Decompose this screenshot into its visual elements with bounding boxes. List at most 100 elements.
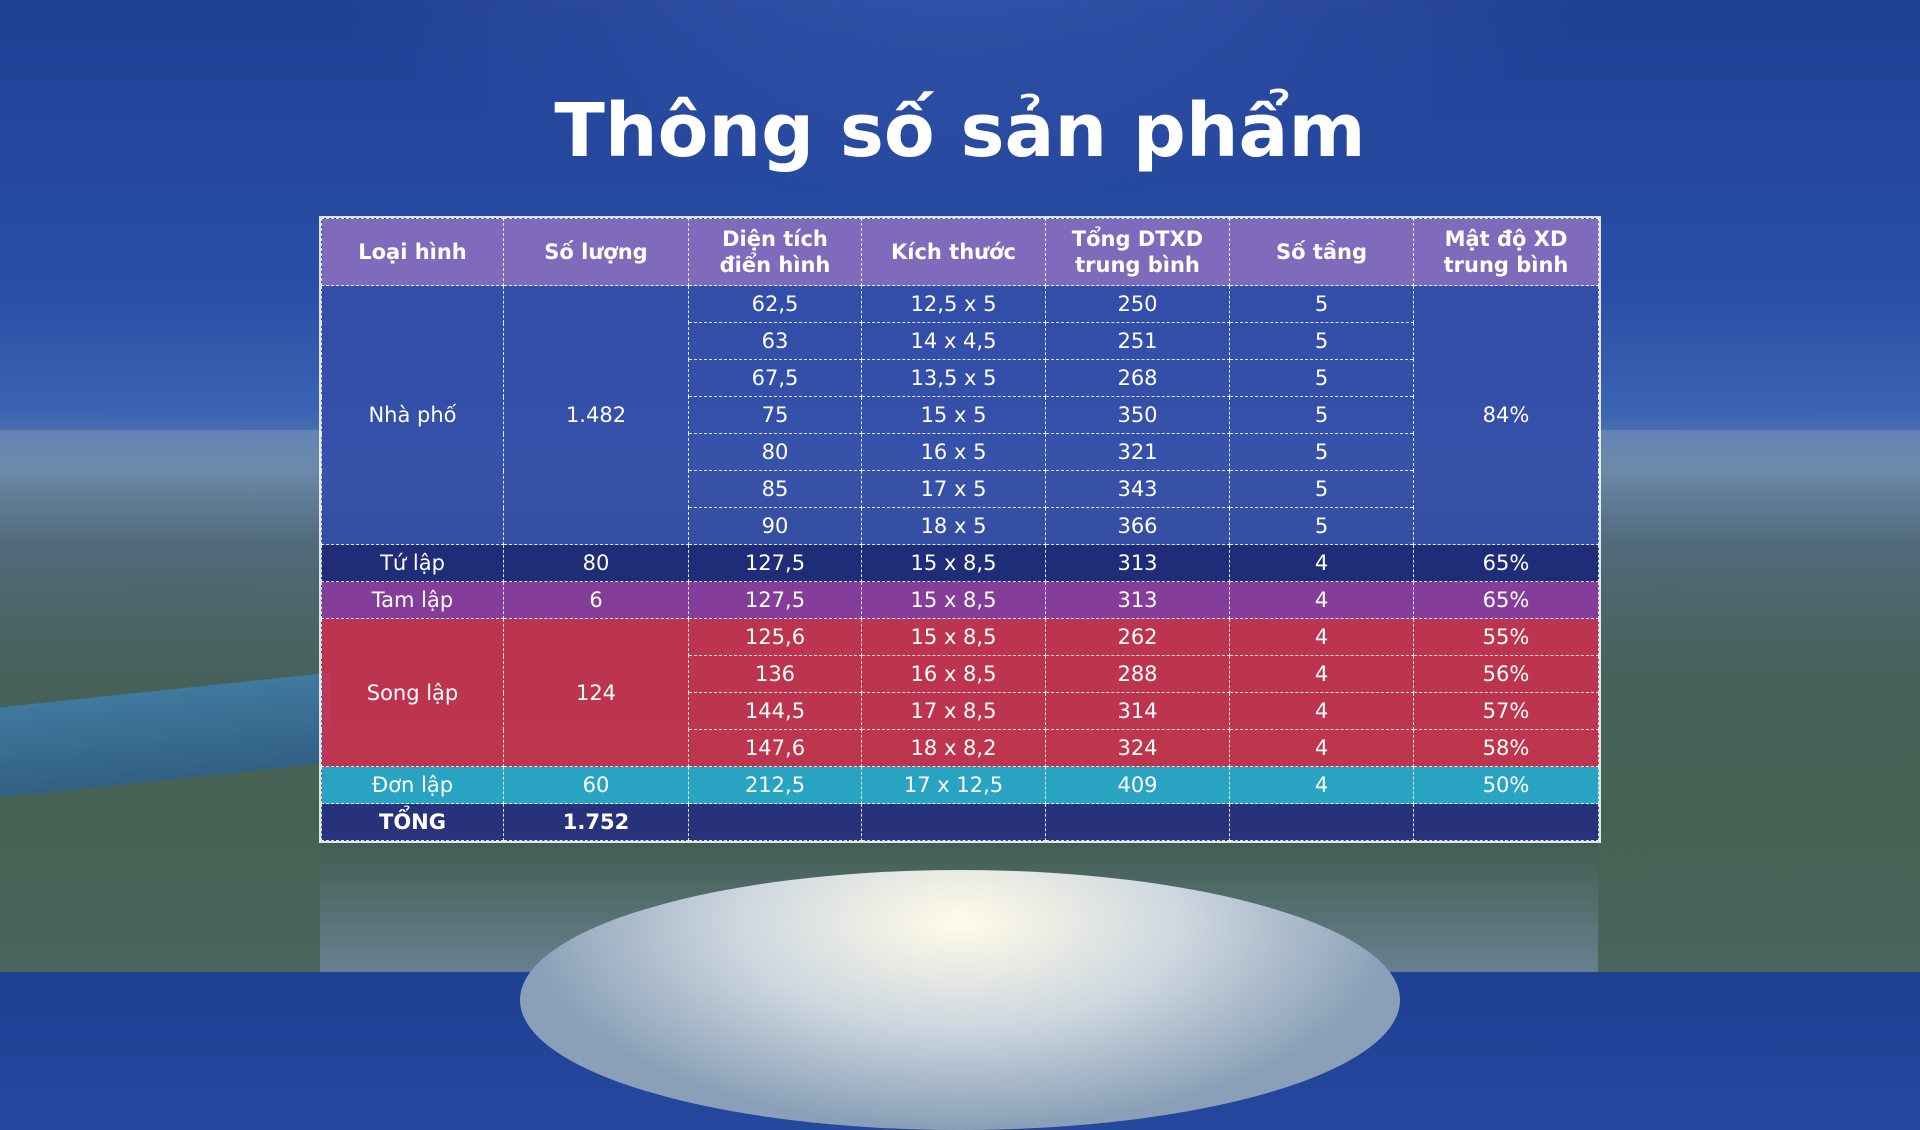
quantity-cell: 80 <box>503 544 689 582</box>
dimensions-cell: 18 x 5 <box>861 507 1046 545</box>
dimensions-cell: 14 x 4,5 <box>861 322 1046 360</box>
total-floor-area-cell: 262 <box>1045 618 1230 656</box>
total-floor-area-cell: 324 <box>1045 729 1230 767</box>
total-floor-area-cell: 314 <box>1045 692 1230 730</box>
area-cell: 147,6 <box>688 729 862 767</box>
quantity-cell: 1.482 <box>503 285 689 545</box>
floors-cell: 5 <box>1229 470 1414 508</box>
density-cell: 55% <box>1413 618 1599 656</box>
table-row: 80 16 x 5 321 5 <box>322 433 1599 471</box>
dimensions-cell: 16 x 5 <box>861 433 1046 471</box>
density-cell: 50% <box>1413 766 1599 804</box>
column-header: Loại hình <box>321 218 504 286</box>
empty-cell <box>1413 803 1599 841</box>
dimensions-cell: 17 x 12,5 <box>861 766 1046 804</box>
total-floor-area-cell: 268 <box>1045 359 1230 397</box>
empty-cell <box>1229 803 1414 841</box>
empty-cell <box>688 803 862 841</box>
column-header: Tổng DTXD trung bình <box>1045 218 1230 286</box>
type-cell: Nhà phố <box>321 285 504 545</box>
floors-cell: 5 <box>1229 396 1414 434</box>
total-floor-area-cell: 321 <box>1045 433 1230 471</box>
area-cell: 212,5 <box>688 766 862 804</box>
density-cell: 58% <box>1413 729 1599 767</box>
area-cell: 67,5 <box>688 359 862 397</box>
total-floor-area-cell: 288 <box>1045 655 1230 693</box>
dimensions-cell: 17 x 8,5 <box>861 692 1046 730</box>
total-floor-area-cell: 313 <box>1045 544 1230 582</box>
area-cell: 136 <box>688 655 862 693</box>
area-cell: 144,5 <box>688 692 862 730</box>
table-row: Đơn lập 60 212,5 17 x 12,5 409 4 50% <box>321 766 1599 804</box>
density-cell: 84% <box>1413 285 1599 545</box>
total-floor-area-cell: 350 <box>1045 396 1230 434</box>
table-row: Song lập 124 125,6 15 x 8,5 262 4 55% <box>321 618 1599 767</box>
total-floor-area-cell: 250 <box>1045 285 1230 323</box>
table-row: 147,6 18 x 8,2 324 4 58% <box>322 729 1599 767</box>
floors-cell: 4 <box>1229 544 1414 582</box>
area-cell: 127,5 <box>688 581 862 619</box>
empty-cell <box>1045 803 1230 841</box>
column-header: Kích thước <box>861 218 1046 286</box>
type-cell: Song lập <box>321 618 504 767</box>
floors-cell: 5 <box>1229 507 1414 545</box>
table-header-row: Loại hình Số lượng Diện tích điển hình Kích … <box>321 218 1599 286</box>
dimensions-cell: 16 x 8,5 <box>861 655 1046 693</box>
dimensions-cell: 15 x 8,5 <box>861 581 1046 619</box>
type-cell: Tam lập <box>321 581 504 619</box>
dimensions-cell: 17 x 5 <box>861 470 1046 508</box>
total-floor-area-cell: 409 <box>1045 766 1230 804</box>
quantity-cell: 124 <box>503 618 689 767</box>
floors-cell: 5 <box>1229 285 1414 323</box>
dimensions-cell: 18 x 8,2 <box>861 729 1046 767</box>
dimensions-cell: 15 x 5 <box>861 396 1046 434</box>
type-cell: Đơn lập <box>321 766 504 804</box>
total-row: TỔNG 1.752 <box>321 803 1599 841</box>
total-label: TỔNG <box>321 803 504 841</box>
area-cell: 62,5 <box>688 285 862 323</box>
city-background-right <box>1598 430 1920 972</box>
total-floor-area-cell: 313 <box>1045 581 1230 619</box>
floors-cell: 4 <box>1229 729 1414 767</box>
table-row: Tứ lập 80 127,5 15 x 8,5 313 4 65% <box>321 544 1599 582</box>
dimensions-cell: 13,5 x 5 <box>861 359 1046 397</box>
area-cell: 63 <box>688 322 862 360</box>
area-cell: 75 <box>688 396 862 434</box>
table-row: Tam lập 6 127,5 15 x 8,5 313 4 65% <box>321 581 1599 619</box>
column-header: Số lượng <box>503 218 689 286</box>
column-header: Diện tích điển hình <box>688 218 862 286</box>
floors-cell: 4 <box>1229 581 1414 619</box>
dimensions-cell: 12,5 x 5 <box>861 285 1046 323</box>
type-cell: Tứ lập <box>321 544 504 582</box>
dimensions-cell: 15 x 8,5 <box>861 544 1046 582</box>
floors-cell: 5 <box>1229 359 1414 397</box>
table-row: 90 18 x 5 366 5 <box>322 507 1599 545</box>
table-row: 75 15 x 5 350 5 <box>322 396 1599 434</box>
table-row: 63 14 x 4,5 251 5 <box>322 322 1599 360</box>
table-row: 85 17 x 5 343 5 <box>322 470 1599 508</box>
area-cell: 80 <box>688 433 862 471</box>
floors-cell: 4 <box>1229 766 1414 804</box>
product-spec-table: Loại hình Số lượng Diện tích điển hình Kích … <box>319 216 1601 843</box>
area-cell: 125,6 <box>688 618 862 656</box>
stadium-dome <box>520 870 1400 1130</box>
page-title: Thông số sản phẩm <box>554 88 1366 174</box>
area-cell: 85 <box>688 470 862 508</box>
floors-cell: 4 <box>1229 618 1414 656</box>
floors-cell: 4 <box>1229 655 1414 693</box>
quantity-cell: 6 <box>503 581 689 619</box>
total-floor-area-cell: 366 <box>1045 507 1230 545</box>
floors-cell: 5 <box>1229 433 1414 471</box>
floors-cell: 4 <box>1229 692 1414 730</box>
total-quantity: 1.752 <box>503 803 689 841</box>
density-cell: 57% <box>1413 692 1599 730</box>
empty-cell <box>861 803 1046 841</box>
density-cell: 56% <box>1413 655 1599 693</box>
table-row: Nhà phố 1.482 62,5 12,5 x 5 250 5 84% <box>321 285 1599 545</box>
column-header: Mật độ XD trung bình <box>1413 218 1599 286</box>
area-cell: 127,5 <box>688 544 862 582</box>
total-floor-area-cell: 343 <box>1045 470 1230 508</box>
density-cell: 65% <box>1413 581 1599 619</box>
total-floor-area-cell: 251 <box>1045 322 1230 360</box>
column-header: Số tầng <box>1229 218 1414 286</box>
